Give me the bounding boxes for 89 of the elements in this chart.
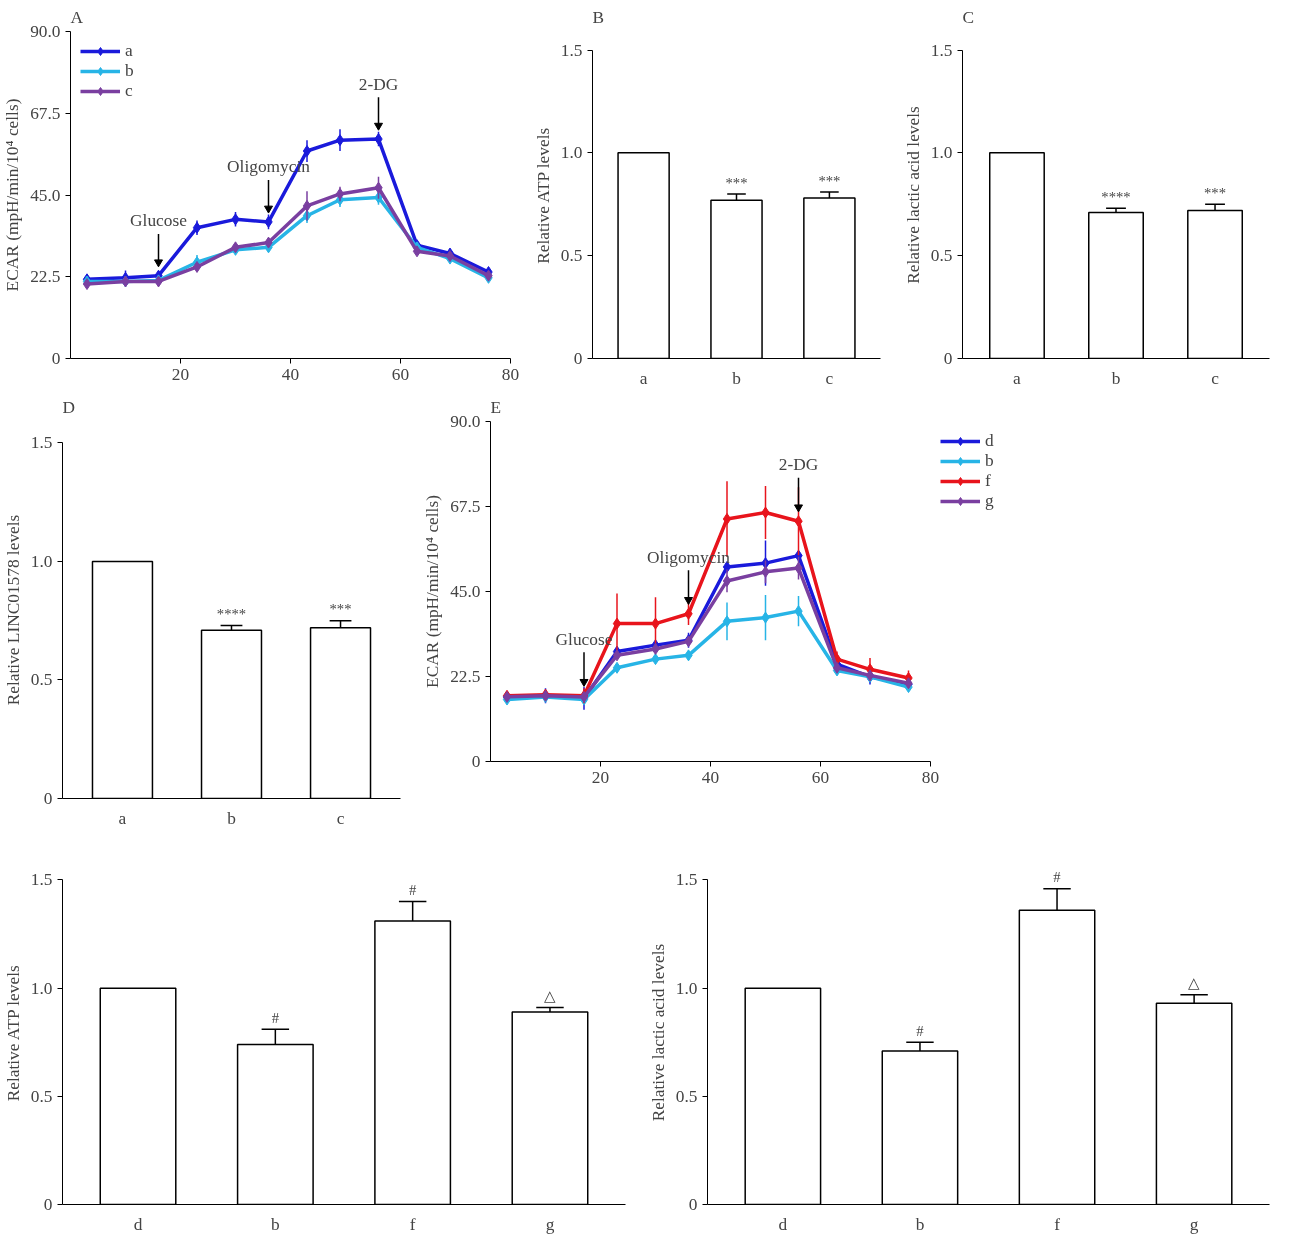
y-tick-label: 67.5 xyxy=(30,103,61,123)
x-tick-label: c xyxy=(1211,368,1220,388)
y-tick-label: 1.5 xyxy=(930,40,953,60)
y-tick-label: 1.0 xyxy=(675,978,698,998)
y-axis-title: Relative ATP levels xyxy=(3,965,23,1102)
y-tick-label: 0.5 xyxy=(675,1086,698,1106)
annotation: **** xyxy=(216,605,247,622)
y-tick-label: 45.0 xyxy=(450,582,481,601)
annotation: *** xyxy=(1204,185,1227,202)
y-tick-label: 0 xyxy=(51,349,61,368)
legend-label: b xyxy=(125,61,135,81)
y-tick-label: 45.0 xyxy=(30,185,61,205)
y-axis-title: Relative lactic acid levels xyxy=(648,943,668,1122)
y-tick-label: 0.5 xyxy=(30,670,53,690)
y-axis-title: ECAR (mpH/min/10⁴ cells) xyxy=(3,98,23,292)
y-tick-label: 1.0 xyxy=(30,978,53,998)
y-tick-label: 22.5 xyxy=(30,267,61,287)
x-tick-label: b xyxy=(227,808,236,828)
x-tick-label: a xyxy=(1013,368,1022,388)
chart-title: C xyxy=(962,7,975,27)
x-tick-label: 80 xyxy=(921,767,940,787)
legend-label: f xyxy=(985,471,992,491)
x-tick-label: b xyxy=(732,368,741,388)
annotation: **** xyxy=(1101,189,1131,206)
annotation: 2-DG xyxy=(778,455,819,475)
annotation: *** xyxy=(818,172,841,189)
y-tick-label: 1.0 xyxy=(560,143,583,163)
chart-title: B xyxy=(592,7,605,27)
x-tick-label: b xyxy=(271,1214,280,1234)
x-tick-label: 80 xyxy=(501,364,520,384)
y-tick-label: 0 xyxy=(43,1195,53,1214)
y-axis-title: Relative LINC01578 levels xyxy=(3,514,23,706)
y-tick-label: 0.5 xyxy=(30,1086,53,1106)
y-tick-label: 1.5 xyxy=(675,870,698,890)
x-tick-label: c xyxy=(336,808,345,828)
y-tick-label: 1.5 xyxy=(30,870,53,890)
legend-label: d xyxy=(985,431,995,451)
x-tick-label: 60 xyxy=(811,767,830,787)
y-tick-label: 0.5 xyxy=(930,246,953,266)
x-tick-label: a xyxy=(118,808,127,828)
chart-title: A xyxy=(70,7,84,27)
annotation: △ xyxy=(543,988,556,1005)
x-tick-label: 60 xyxy=(391,364,410,384)
x-tick-label: d xyxy=(778,1214,788,1234)
x-tick-label: g xyxy=(545,1214,555,1234)
x-tick-label: f xyxy=(409,1214,416,1234)
y-axis-title: Relative lactic acid levels xyxy=(903,105,923,284)
annotation: # xyxy=(916,1022,925,1039)
y-tick-label: 0 xyxy=(688,1195,698,1214)
x-tick-label: d xyxy=(133,1214,143,1234)
annotation: △ xyxy=(1188,975,1201,992)
x-tick-label: 20 xyxy=(591,767,610,787)
y-tick-label: 1.5 xyxy=(560,40,583,60)
x-tick-label: f xyxy=(1054,1214,1061,1234)
y-tick-label: 0.5 xyxy=(560,246,583,266)
y-tick-label: 0 xyxy=(43,789,53,808)
x-tick-label: b xyxy=(915,1214,925,1234)
x-tick-label: 40 xyxy=(701,767,720,787)
y-tick-label: 90.0 xyxy=(450,412,481,431)
legend-label: b xyxy=(985,451,995,471)
y-tick-label: 0 xyxy=(943,349,953,368)
y-tick-label: 1.0 xyxy=(30,551,53,571)
y-tick-label: 1.5 xyxy=(30,433,53,453)
annotation: Glucose xyxy=(130,211,188,231)
y-tick-label: 67.5 xyxy=(450,497,481,516)
x-tick-label: 40 xyxy=(281,364,300,384)
y-tick-label: 90.0 xyxy=(30,22,61,41)
annotation: *** xyxy=(329,601,352,618)
legend-label: a xyxy=(125,41,134,61)
annotation: 2-DG xyxy=(358,74,399,94)
annotation: # xyxy=(1053,869,1062,886)
legend-label: c xyxy=(125,81,134,101)
y-axis-title: Relative ATP levels xyxy=(533,127,553,264)
chart-title: E xyxy=(490,397,502,417)
annotation: # xyxy=(271,1010,280,1027)
annotation: *** xyxy=(725,174,748,191)
legend-label: g xyxy=(985,491,995,511)
chart-title: D xyxy=(62,397,76,417)
annotation: # xyxy=(408,882,417,899)
x-tick-label: b xyxy=(1111,368,1121,388)
y-tick-label: 0 xyxy=(573,349,583,368)
x-tick-label: g xyxy=(1189,1214,1199,1234)
y-tick-label: 0 xyxy=(471,752,481,771)
y-tick-label: 1.0 xyxy=(930,143,953,163)
y-axis-title: ECAR (mpH/min/10⁴ cells) xyxy=(423,494,443,688)
y-tick-label: 22.5 xyxy=(450,667,481,686)
x-tick-label: a xyxy=(639,368,648,388)
x-tick-label: c xyxy=(825,368,834,388)
x-tick-label: 20 xyxy=(171,364,190,384)
